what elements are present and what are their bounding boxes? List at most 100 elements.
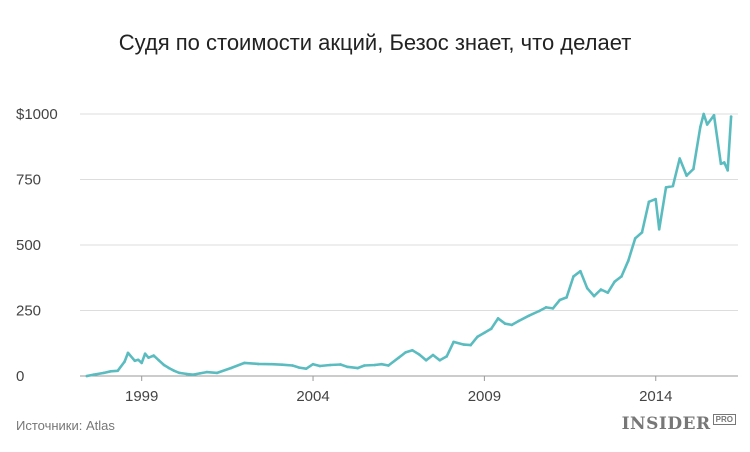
x-axis-tick-labels: 1999 2004 2009 2014	[125, 376, 672, 405]
data-point	[311, 362, 315, 366]
y-axis-tick-labels: 0 250 500 750 $1000	[16, 106, 58, 385]
data-point	[291, 364, 294, 367]
data-point	[469, 343, 472, 347]
data-point	[438, 358, 442, 362]
data-point	[483, 331, 486, 335]
data-point	[640, 231, 644, 234]
data-point	[417, 353, 421, 356]
data-point	[404, 351, 407, 354]
data-point	[380, 362, 383, 366]
data-point	[565, 296, 568, 299]
data-point	[339, 363, 342, 366]
data-point	[592, 294, 596, 298]
data-point	[657, 227, 661, 231]
brand-badge: PRO	[712, 414, 736, 425]
brand-logo: INSIDER PRO	[622, 414, 736, 434]
data-point	[579, 269, 582, 273]
data-point	[270, 362, 274, 366]
data-point	[318, 364, 322, 368]
x-tick-label: 2004	[296, 388, 329, 405]
data-point	[116, 369, 119, 373]
y-tick-label: 0	[16, 368, 24, 385]
x-tick-label: 1999	[125, 388, 158, 405]
data-point	[140, 361, 143, 365]
data-point	[147, 356, 150, 359]
data-point	[387, 364, 390, 367]
data-point	[157, 358, 161, 362]
data-point	[544, 306, 548, 309]
data-point	[411, 349, 414, 352]
data-point	[431, 353, 435, 357]
data-point	[678, 157, 682, 160]
data-point	[719, 162, 723, 166]
data-point	[633, 237, 637, 240]
data-point	[256, 362, 260, 366]
data-point	[397, 356, 401, 359]
data-point	[489, 327, 493, 331]
data-point	[152, 354, 155, 357]
data-point	[476, 335, 479, 339]
chart-title: Судя по стоимости акций, Безос знает, чт…	[118, 30, 632, 55]
data-point	[699, 125, 702, 129]
x-tick-label: 2014	[639, 388, 672, 405]
data-point	[184, 372, 188, 376]
data-point	[599, 288, 603, 291]
data-point	[671, 184, 675, 188]
data-point	[205, 370, 209, 374]
data-point	[356, 366, 359, 370]
data-point	[692, 167, 695, 171]
data-point	[363, 364, 366, 367]
data-point	[191, 373, 195, 376]
y-tick-label: 250	[16, 303, 41, 320]
data-point	[537, 309, 541, 313]
data-point	[647, 200, 651, 204]
data-point	[517, 319, 520, 323]
x-tick-label: 2009	[468, 388, 501, 405]
data-point	[280, 363, 284, 367]
source-note: Источники: Atlas	[16, 418, 115, 433]
data-point	[178, 371, 181, 375]
data-point	[452, 340, 455, 344]
data-point	[551, 307, 555, 310]
data-point	[722, 161, 726, 164]
data-point	[328, 363, 332, 367]
data-point	[167, 366, 171, 370]
data-point	[685, 174, 688, 177]
data-point	[613, 280, 616, 283]
data-point	[510, 323, 514, 327]
data-point	[298, 366, 301, 369]
y-tick-label: 500	[16, 237, 41, 254]
data-point	[243, 361, 246, 365]
data-point	[92, 373, 96, 376]
data-point	[702, 112, 706, 116]
data-point	[346, 365, 349, 369]
data-point	[606, 291, 610, 294]
data-point	[726, 169, 730, 172]
data-point	[229, 366, 233, 370]
data-point	[85, 374, 89, 378]
data-point	[215, 371, 219, 375]
data-point	[654, 197, 658, 201]
brand-name: INSIDER	[621, 414, 711, 434]
data-point	[729, 115, 733, 118]
grid-lines	[80, 113, 738, 377]
data-point	[424, 358, 428, 362]
data-point	[705, 123, 709, 126]
y-tick-label: 750	[16, 172, 41, 189]
data-point	[527, 314, 531, 318]
data-point	[664, 186, 668, 189]
y-tick-label: $1000	[16, 106, 58, 123]
data-point	[172, 369, 176, 373]
data-point	[585, 286, 589, 290]
series-points	[85, 112, 733, 378]
data-point	[712, 114, 716, 117]
data-point	[496, 317, 500, 320]
data-point	[102, 371, 106, 375]
data-point	[126, 351, 130, 355]
data-point	[558, 298, 562, 302]
data-point	[373, 363, 377, 367]
data-point	[503, 322, 507, 325]
data-point	[198, 372, 202, 375]
data-point	[136, 358, 140, 362]
